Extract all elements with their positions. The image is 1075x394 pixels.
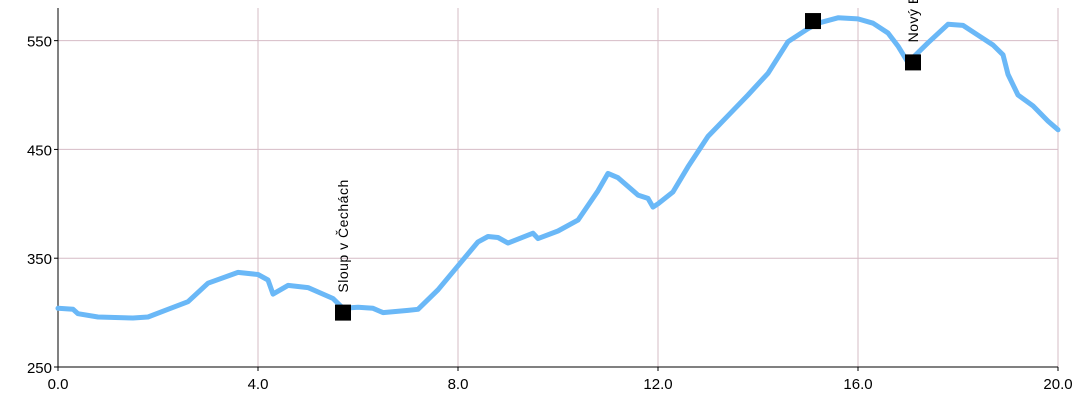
waypoint-marker: [335, 304, 351, 321]
y-tick-label: 450: [27, 142, 52, 159]
waypoint-label: Kamenický Šenov: [805, 0, 821, 1]
waypoint-label: Sloup v Čechách: [335, 179, 351, 292]
tick-labels-layer: 0.0 4.0 8.0 12.0 16.0 20.0 250 350 450 550: [27, 34, 1073, 393]
x-tick-label: 4.0: [248, 376, 269, 393]
x-tick-label: 12.0: [643, 376, 672, 393]
waypoint-marker: [905, 54, 921, 71]
waypoint-marker: [805, 13, 821, 30]
y-tick-label: 250: [27, 360, 52, 377]
x-tick-label: 8.0: [448, 376, 469, 393]
y-tick-label: 550: [27, 34, 52, 51]
x-tick-label: 0.0: [48, 376, 69, 393]
waypoint-label: Nový Bor: [905, 0, 921, 42]
x-tick-label: 16.0: [843, 376, 872, 393]
markers-layer: Sloup v Čechách Kamenický Šenov Nový Bor: [335, 0, 921, 321]
x-tick-label: 20.0: [1043, 376, 1072, 393]
y-tick-label: 350: [27, 251, 52, 268]
